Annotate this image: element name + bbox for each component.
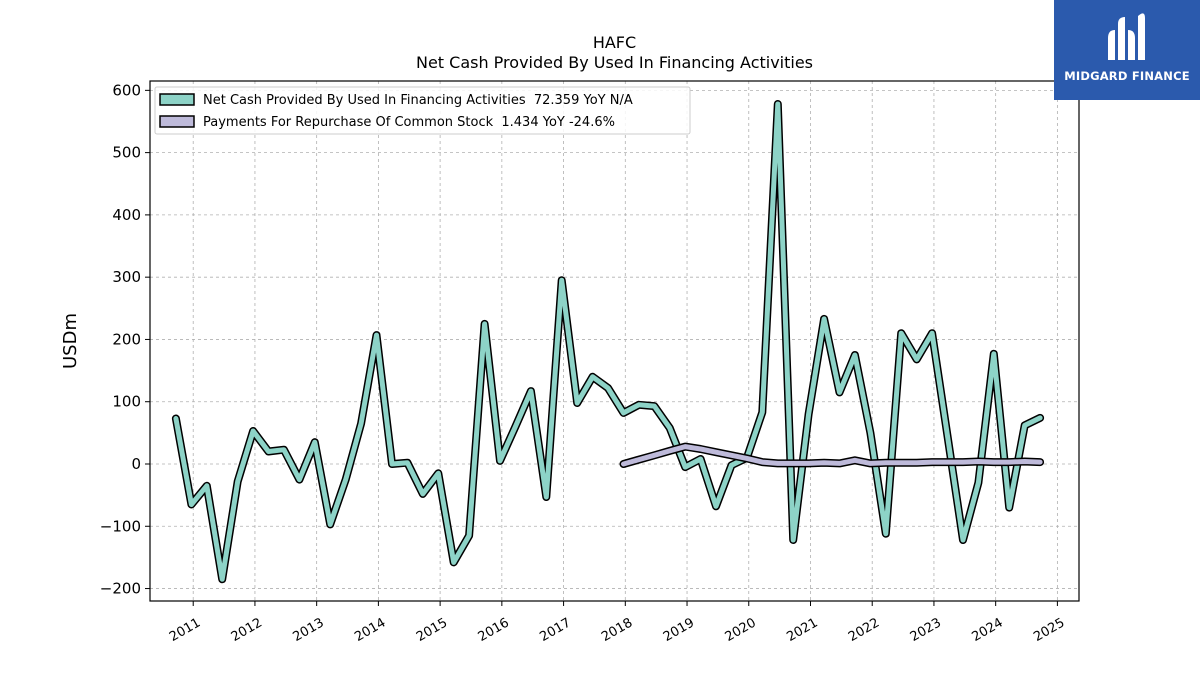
x-tick-label: 2017 (537, 615, 573, 645)
y-tick-label: 200 (112, 330, 141, 348)
x-tick-label: 2020 (723, 615, 759, 645)
x-tick-label: 2023 (908, 615, 944, 645)
x-tick-label: 2015 (414, 615, 450, 645)
y-tick-label: 500 (112, 144, 141, 162)
x-tick-label: 2018 (599, 615, 635, 645)
y-tick-label: 0 (131, 455, 141, 473)
midgard-logo-icon (1108, 13, 1145, 60)
x-tick-label: 2012 (229, 615, 265, 645)
y-tick-label: −100 (100, 517, 141, 535)
financing-series-outline (171, 100, 1045, 584)
y-tick-label: 100 (112, 393, 141, 411)
x-tick-label: 2013 (291, 615, 327, 645)
y-axis: −200 −100 0 100 200 300 400 500 600 (100, 81, 150, 598)
x-tick-label: 2011 (167, 615, 203, 645)
y-tick-label: 300 (112, 268, 141, 286)
x-tick-label: 2021 (784, 615, 820, 645)
legend-label-financing: Net Cash Provided By Used In Financing A… (203, 93, 633, 108)
x-tick-label: 2019 (661, 615, 697, 645)
chart-title: HAFC (593, 33, 636, 52)
y-axis-label: USDm (60, 313, 81, 369)
brand-name: MIDGARD FINANCE (1064, 69, 1190, 83)
repurchase-series-line (621, 444, 1043, 467)
y-tick-label: 400 (112, 206, 141, 224)
y-tick-label: 600 (112, 81, 141, 99)
financing-series-line (173, 101, 1043, 582)
brand-logo: MIDGARD FINANCE (1054, 0, 1200, 100)
x-tick-label: 2024 (970, 615, 1006, 645)
chart-subtitle: Net Cash Provided By Used In Financing A… (416, 53, 813, 72)
legend-swatch-repurchase (159, 115, 195, 128)
plot-grid (150, 81, 1079, 601)
legend-box (154, 86, 691, 135)
legend: Net Cash Provided By Used In Financing A… (154, 86, 691, 135)
legend-swatch-financing (159, 93, 195, 106)
plot-frame (149, 80, 1080, 602)
x-tick-label: 2022 (846, 615, 882, 645)
x-tick-label: 2014 (352, 615, 388, 645)
x-tick-label: 2016 (476, 615, 512, 645)
x-tick-label: 2025 (1031, 615, 1067, 645)
y-tick-label: −200 (100, 580, 141, 598)
legend-label-repurchase: Payments For Repurchase Of Common Stock … (203, 115, 615, 130)
x-axis: 2011 2012 2013 2014 2015 2016 2017 2018 2019 2020… (167, 601, 1067, 645)
series-lines (171, 100, 1045, 584)
